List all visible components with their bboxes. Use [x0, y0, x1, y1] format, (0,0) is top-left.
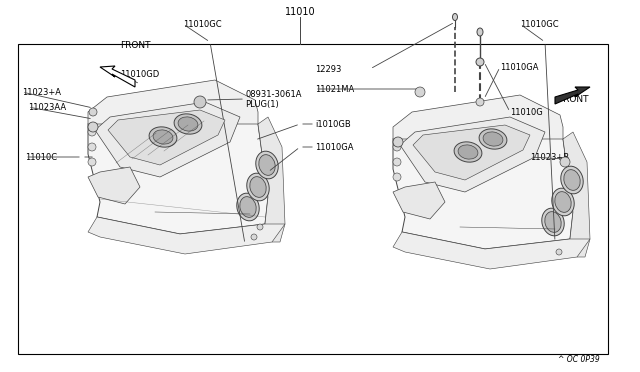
Circle shape	[88, 158, 96, 166]
Polygon shape	[400, 117, 545, 192]
Circle shape	[393, 137, 403, 147]
Ellipse shape	[240, 197, 256, 217]
Ellipse shape	[483, 132, 503, 146]
Polygon shape	[258, 117, 285, 242]
Circle shape	[393, 143, 401, 151]
Text: 11010GC: 11010GC	[520, 19, 559, 29]
Ellipse shape	[477, 28, 483, 36]
Text: 11010GC: 11010GC	[183, 19, 221, 29]
Ellipse shape	[178, 117, 198, 131]
Ellipse shape	[256, 151, 278, 179]
Circle shape	[476, 98, 484, 106]
Text: 08931-3061A: 08931-3061A	[245, 90, 301, 99]
Ellipse shape	[149, 127, 177, 147]
Ellipse shape	[458, 145, 478, 159]
Circle shape	[251, 234, 257, 240]
Circle shape	[257, 224, 263, 230]
Text: 11010: 11010	[285, 7, 316, 17]
Polygon shape	[413, 125, 530, 180]
Polygon shape	[555, 87, 590, 104]
Text: 11021MA: 11021MA	[315, 84, 355, 93]
Ellipse shape	[174, 114, 202, 134]
Text: 11010C: 11010C	[25, 153, 57, 161]
Text: 11023A: 11023A	[490, 138, 522, 147]
Polygon shape	[393, 105, 573, 249]
Polygon shape	[88, 80, 258, 124]
Ellipse shape	[542, 208, 564, 236]
Polygon shape	[393, 95, 563, 139]
Polygon shape	[108, 110, 225, 165]
Text: 11023+B: 11023+B	[530, 153, 569, 161]
Polygon shape	[100, 66, 135, 87]
Text: i1010GB: i1010GB	[315, 119, 351, 128]
Text: PLUG(1): PLUG(1)	[245, 99, 279, 109]
Polygon shape	[393, 232, 590, 269]
Polygon shape	[88, 167, 140, 204]
Ellipse shape	[555, 192, 571, 212]
Ellipse shape	[237, 193, 259, 221]
Circle shape	[476, 58, 484, 66]
Polygon shape	[95, 102, 240, 177]
Ellipse shape	[561, 166, 583, 194]
Ellipse shape	[545, 212, 561, 232]
Ellipse shape	[479, 129, 507, 149]
Text: FRONT: FRONT	[120, 41, 150, 50]
Text: 11010GA: 11010GA	[315, 142, 353, 151]
Ellipse shape	[153, 130, 173, 144]
Text: 11023AA: 11023AA	[28, 103, 66, 112]
Ellipse shape	[552, 188, 574, 216]
Circle shape	[415, 87, 425, 97]
Ellipse shape	[454, 142, 482, 162]
Ellipse shape	[250, 177, 266, 198]
Text: ^ OC 0P39: ^ OC 0P39	[558, 355, 600, 364]
Circle shape	[88, 128, 96, 136]
Text: FRONT: FRONT	[558, 95, 589, 104]
Text: 11010G: 11010G	[510, 108, 543, 116]
Text: 12293: 12293	[315, 64, 341, 74]
Polygon shape	[563, 132, 590, 257]
Ellipse shape	[564, 170, 580, 190]
Bar	[18, 44, 608, 354]
Circle shape	[393, 158, 401, 166]
Circle shape	[556, 249, 562, 255]
Polygon shape	[88, 217, 285, 254]
Circle shape	[88, 143, 96, 151]
Text: 11010GD: 11010GD	[120, 70, 159, 78]
Text: 11010GA: 11010GA	[500, 62, 538, 71]
Polygon shape	[393, 182, 445, 219]
Ellipse shape	[247, 173, 269, 201]
Ellipse shape	[259, 155, 275, 175]
Circle shape	[560, 157, 570, 167]
Ellipse shape	[452, 13, 458, 20]
Circle shape	[393, 173, 401, 181]
Circle shape	[89, 108, 97, 116]
Circle shape	[194, 96, 206, 108]
Polygon shape	[88, 90, 268, 234]
Circle shape	[88, 122, 98, 132]
Text: 11023+A: 11023+A	[22, 87, 61, 96]
